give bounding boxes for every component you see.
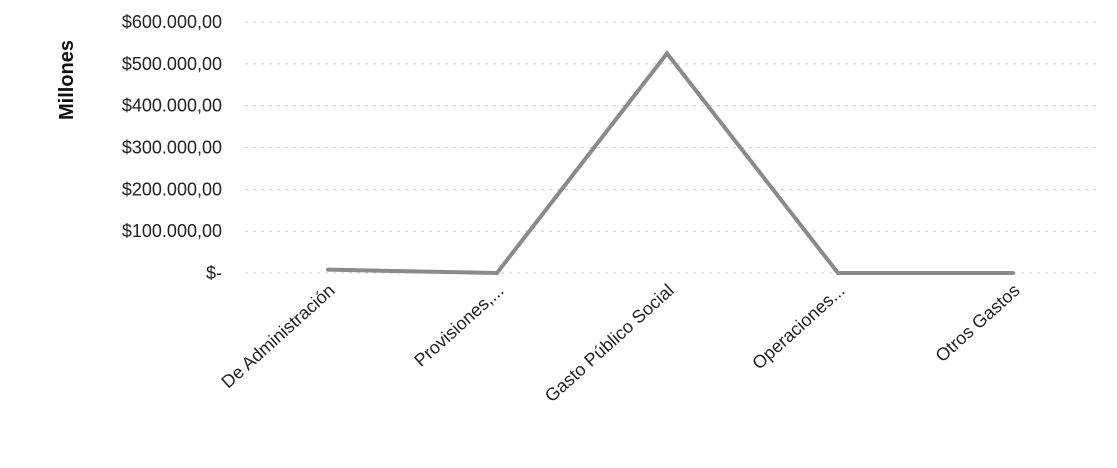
series-layer — [326, 50, 1015, 276]
data-point — [836, 271, 840, 275]
y-tick-label: $600.000,00 — [122, 12, 222, 32]
y-tick-label: $500.000,00 — [122, 54, 222, 74]
y-axis-label: Millones — [56, 40, 78, 120]
x-tick-label: Provisiones,... — [410, 280, 507, 371]
x-axis-ticks: De Administración Provisiones,... Gasto Pú… — [217, 280, 1023, 406]
data-point — [1011, 271, 1015, 275]
y-tick-label: $200.000,00 — [122, 179, 222, 199]
x-tick-label: Otros Gastos — [931, 280, 1023, 366]
data-point — [326, 267, 330, 272]
y-tick-label: $400.000,00 — [122, 96, 222, 116]
x-tick-label: De Administración — [217, 280, 338, 392]
y-tick-label: $300.000,00 — [122, 138, 222, 158]
y-tick-label: $100.000,00 — [122, 221, 222, 241]
data-point — [495, 271, 499, 275]
series-line — [327, 50, 1013, 276]
x-tick-label: Gasto Público Social — [541, 280, 678, 406]
y-tick-label: $- — [206, 263, 222, 283]
x-tick-label: Operaciones... — [748, 280, 848, 373]
data-point — [665, 51, 669, 56]
y-axis-ticks: $- $100.000,00 $200.000,00 $300.000,00 $400.… — [122, 12, 222, 283]
